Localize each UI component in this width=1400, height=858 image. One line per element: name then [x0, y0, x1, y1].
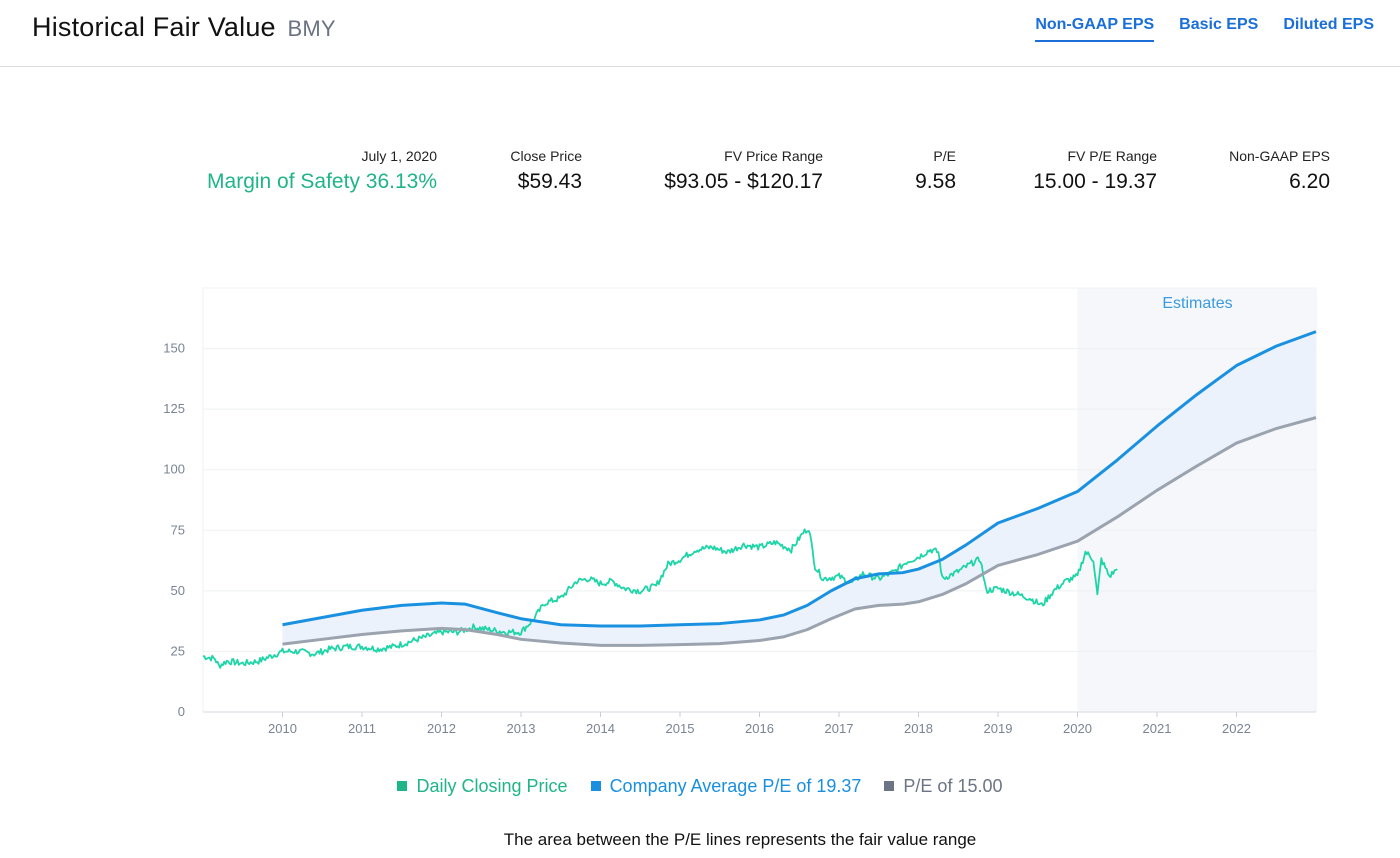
x-tick-label: 2021 — [1143, 721, 1172, 736]
x-tick-label: 2018 — [904, 721, 933, 736]
stat-pe: P/E 9.58 — [915, 148, 956, 194]
stat-pe-value: 9.58 — [915, 170, 956, 193]
legend-item-price[interactable]: Daily Closing Price — [397, 776, 568, 797]
legend-label-pe15: P/E of 15.00 — [903, 776, 1003, 796]
y-tick-label: 75 — [171, 522, 185, 537]
stat-fv-pe-range: FV P/E Range 15.00 - 19.37 — [1033, 148, 1157, 194]
margin-of-safety: Margin of Safety 36.13% — [207, 170, 437, 193]
y-tick-label: 0 — [178, 704, 185, 719]
stat-fv-price-range-value: $93.05 - $120.17 — [664, 170, 823, 193]
legend-swatch-avg-pe — [590, 781, 601, 791]
y-tick-label: 150 — [163, 341, 185, 356]
x-tick-label: 2012 — [427, 721, 456, 736]
stat-fv-pe-range-label: FV P/E Range — [1067, 148, 1158, 164]
y-tick-label: 50 — [171, 583, 185, 598]
valuation-summary: July 1, 2020 Margin of Safety 36.13% Clo… — [0, 148, 1400, 208]
legend-swatch-price — [397, 781, 408, 791]
stat-close-price-label: Close Price — [510, 148, 582, 164]
stat-eps-label: Non-GAAP EPS — [1229, 148, 1330, 164]
stat-fv-pe-range-value: 15.00 - 19.37 — [1033, 170, 1157, 193]
stat-fv-price-range: FV Price Range $93.05 - $120.17 — [664, 148, 823, 194]
series-pe-15 — [282, 416, 1317, 647]
stat-date-label: July 1, 2020 — [361, 148, 438, 164]
x-tick-label: 2020 — [1063, 721, 1092, 736]
tab-basic-eps[interactable]: Basic EPS — [1179, 16, 1259, 33]
x-tick-label: 2013 — [507, 721, 536, 736]
legend-swatch-pe15 — [884, 781, 895, 791]
series-company-average-pe — [282, 330, 1317, 628]
x-tick-label: 2017 — [825, 721, 854, 736]
estimates-label: Estimates — [1162, 295, 1232, 312]
series-daily-closing-price — [202, 528, 1118, 669]
tab-non-gaap-eps[interactable]: Non-GAAP EPS — [1035, 16, 1155, 42]
stat-eps: Non-GAAP EPS 6.20 — [1229, 148, 1330, 194]
x-tick-label: 2016 — [745, 721, 774, 736]
legend-item-avg-pe[interactable]: Company Average P/E of 19.37 — [590, 776, 862, 797]
chart-footnote: The area between the P/E lines represent… — [503, 830, 977, 849]
x-tick-label: 2022 — [1222, 721, 1251, 736]
legend-label-avg-pe: Company Average P/E of 19.37 — [609, 776, 862, 796]
x-tick-label: 2015 — [666, 721, 695, 736]
legend-item-pe15[interactable]: P/E of 15.00 — [884, 776, 1003, 797]
title-text: Historical Fair Value — [32, 12, 276, 42]
legend-label-price: Daily Closing Price — [416, 776, 568, 796]
chart-legend: Daily Closing Price Company Average P/E … — [0, 776, 1400, 797]
fair-value-chart: 0 25 50 75 100 125 150 2010 2011 2012 2013 2014 2015… — [163, 287, 1317, 736]
x-tick-label: 2014 — [586, 721, 615, 736]
y-tick-label: 125 — [163, 401, 185, 416]
fair-value-band — [282, 331, 1316, 646]
tab-diluted-eps[interactable]: Diluted EPS — [1283, 16, 1374, 33]
stat-eps-value: 6.20 — [1289, 170, 1330, 193]
page-header: Historical Fair Value BMY Non-GAAP EPS B… — [0, 0, 1400, 67]
stat-fv-price-range-label: FV Price Range — [724, 148, 823, 164]
y-tick-label: 25 — [171, 643, 185, 658]
x-tick-label: 2010 — [268, 721, 297, 736]
eps-tabs: Non-GAAP EPS Basic EPS Diluted EPS — [1035, 16, 1374, 42]
stat-close-price-value: $59.43 — [517, 170, 582, 193]
stat-date: July 1, 2020 Margin of Safety 36.13% — [207, 148, 437, 194]
x-tick-label: 2011 — [348, 721, 376, 736]
x-tick-label: 2019 — [984, 721, 1013, 736]
ticker-symbol: BMY — [287, 16, 336, 41]
stat-pe-label: P/E — [933, 148, 956, 164]
y-tick-label: 100 — [163, 462, 185, 477]
page-title: Historical Fair Value BMY — [32, 12, 336, 43]
stat-close-price: Close Price $59.43 — [510, 148, 582, 194]
